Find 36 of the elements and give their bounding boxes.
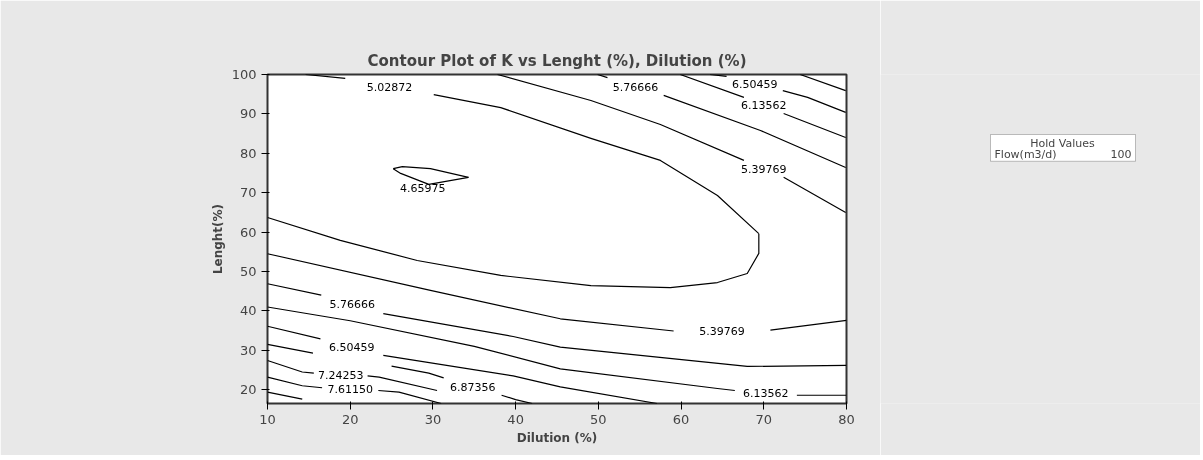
series-label: 5.39769	[741, 162, 787, 176]
y-tick-label: 80	[239, 145, 257, 161]
y-tick-label: 40	[239, 303, 257, 319]
series-label: 6.13562	[743, 386, 789, 400]
series-label: 4.65975	[400, 181, 446, 195]
series-label: 7.61150	[327, 383, 373, 397]
text: Hold Values	[1030, 136, 1096, 150]
series-label: 5.76666	[612, 80, 659, 94]
series-label: 6.13562	[741, 99, 787, 113]
x-axis-title: Dilution (%)	[516, 430, 598, 445]
text: 5.39769	[699, 324, 745, 338]
y-axis-title: Lenght(%)	[210, 203, 225, 275]
x-tick-label: 10	[259, 411, 276, 427]
series-label: 6.50459	[329, 341, 375, 355]
x-tick-label: 40	[507, 411, 524, 427]
y-tick-label: 30	[239, 342, 257, 358]
series-label: 5.76666	[329, 298, 376, 312]
y-tick-label: 70	[239, 185, 257, 201]
text: 100	[1110, 148, 1132, 162]
x-tick-label: 60	[672, 411, 690, 427]
x-tick-label: 50	[590, 411, 607, 427]
text: Flow(m3/d)	[994, 147, 1057, 161]
x-tick-label: 20	[341, 411, 359, 427]
y-tick-label: 60	[239, 224, 257, 240]
series-label: 6.50459	[731, 77, 778, 91]
y-tick-label: 100	[231, 67, 257, 82]
y-tick-label: 50	[239, 264, 257, 280]
x-tick-label: 80	[838, 411, 855, 427]
series-label: 6.87356	[449, 380, 496, 394]
x-tick-label: 30	[424, 411, 442, 427]
y-tick-label: 20	[239, 382, 257, 398]
series-label: 5.02872	[366, 80, 413, 94]
x-tick-label: 70	[755, 411, 773, 427]
series-label: 7.24253	[317, 368, 364, 382]
y-tick-label: 90	[239, 106, 257, 122]
chart-title: Contour Plot of K vs Lenght (%), Dilution (%)	[367, 51, 747, 70]
